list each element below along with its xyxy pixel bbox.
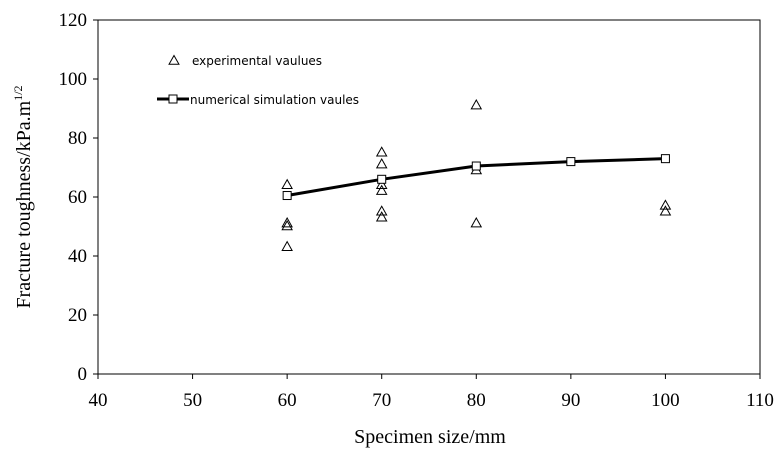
plot-frame — [97, 19, 761, 375]
y-tick-label: 20 — [68, 305, 87, 326]
y-axis-ticks: 0 20 40 60 80 100 120 — [59, 10, 98, 385]
simulation-value-point — [471, 161, 481, 171]
x-axis-ticks: 40 50 60 70 80 90 100 110 — [89, 374, 774, 411]
experimental-value-point — [470, 217, 483, 228]
experimental-value-point — [375, 178, 388, 189]
experimental-value-point — [659, 199, 672, 210]
x-tick-label: 100 — [651, 390, 680, 411]
experimental-value-point — [375, 211, 388, 222]
experimental-value-point — [659, 205, 672, 216]
x-tick-label: 90 — [561, 390, 580, 411]
y-tick-label: 60 — [68, 187, 87, 208]
y-tick-label: 100 — [59, 69, 88, 90]
simulation-value-point — [377, 174, 387, 184]
x-tick-label: 70 — [372, 390, 391, 411]
legend-square-icon — [168, 94, 178, 104]
legend-label-experimental: experimental vaulues — [192, 54, 322, 68]
y-tick-label: 40 — [68, 246, 87, 267]
series-layer — [281, 99, 672, 251]
y-axis-title-superscript: 1/2 — [11, 85, 25, 100]
x-tick-label: 80 — [467, 390, 486, 411]
experimental-value-point — [470, 99, 483, 110]
x-tick-label: 110 — [746, 390, 774, 411]
x-tick-label: 50 — [183, 390, 202, 411]
y-tick-label: 0 — [78, 364, 88, 385]
legend: experimental vaulues numerical simulation… — [157, 54, 359, 107]
simulation-value-point — [566, 157, 576, 167]
legend-label-simulation: numerical simulation vaules — [190, 93, 359, 107]
simulation-value-point — [282, 191, 292, 201]
experimental-value-point — [375, 184, 388, 195]
experimental-value-point — [281, 240, 293, 251]
experimental-value-point — [281, 178, 293, 189]
experimental-value-point — [375, 146, 388, 157]
x-tick-label: 40 — [89, 390, 108, 411]
y-axis-title: Fracture toughness/kPa.m1/2 — [11, 85, 35, 308]
legend-triangle-icon — [168, 54, 180, 65]
y-tick-label: 80 — [68, 128, 87, 149]
x-tick-label: 60 — [278, 390, 297, 411]
experimental-value-point — [375, 158, 388, 169]
x-axis-title: Specimen size/mm — [354, 426, 506, 448]
plot-area-border — [97, 19, 761, 375]
simulation-value-point — [660, 154, 670, 164]
y-axis-title-main: Fracture toughness/kPa.m — [13, 100, 35, 308]
experimental-value-point — [375, 205, 388, 216]
y-tick-label: 120 — [59, 10, 88, 31]
experimental-value-point — [281, 217, 293, 228]
experimental-value-point — [281, 219, 293, 231]
